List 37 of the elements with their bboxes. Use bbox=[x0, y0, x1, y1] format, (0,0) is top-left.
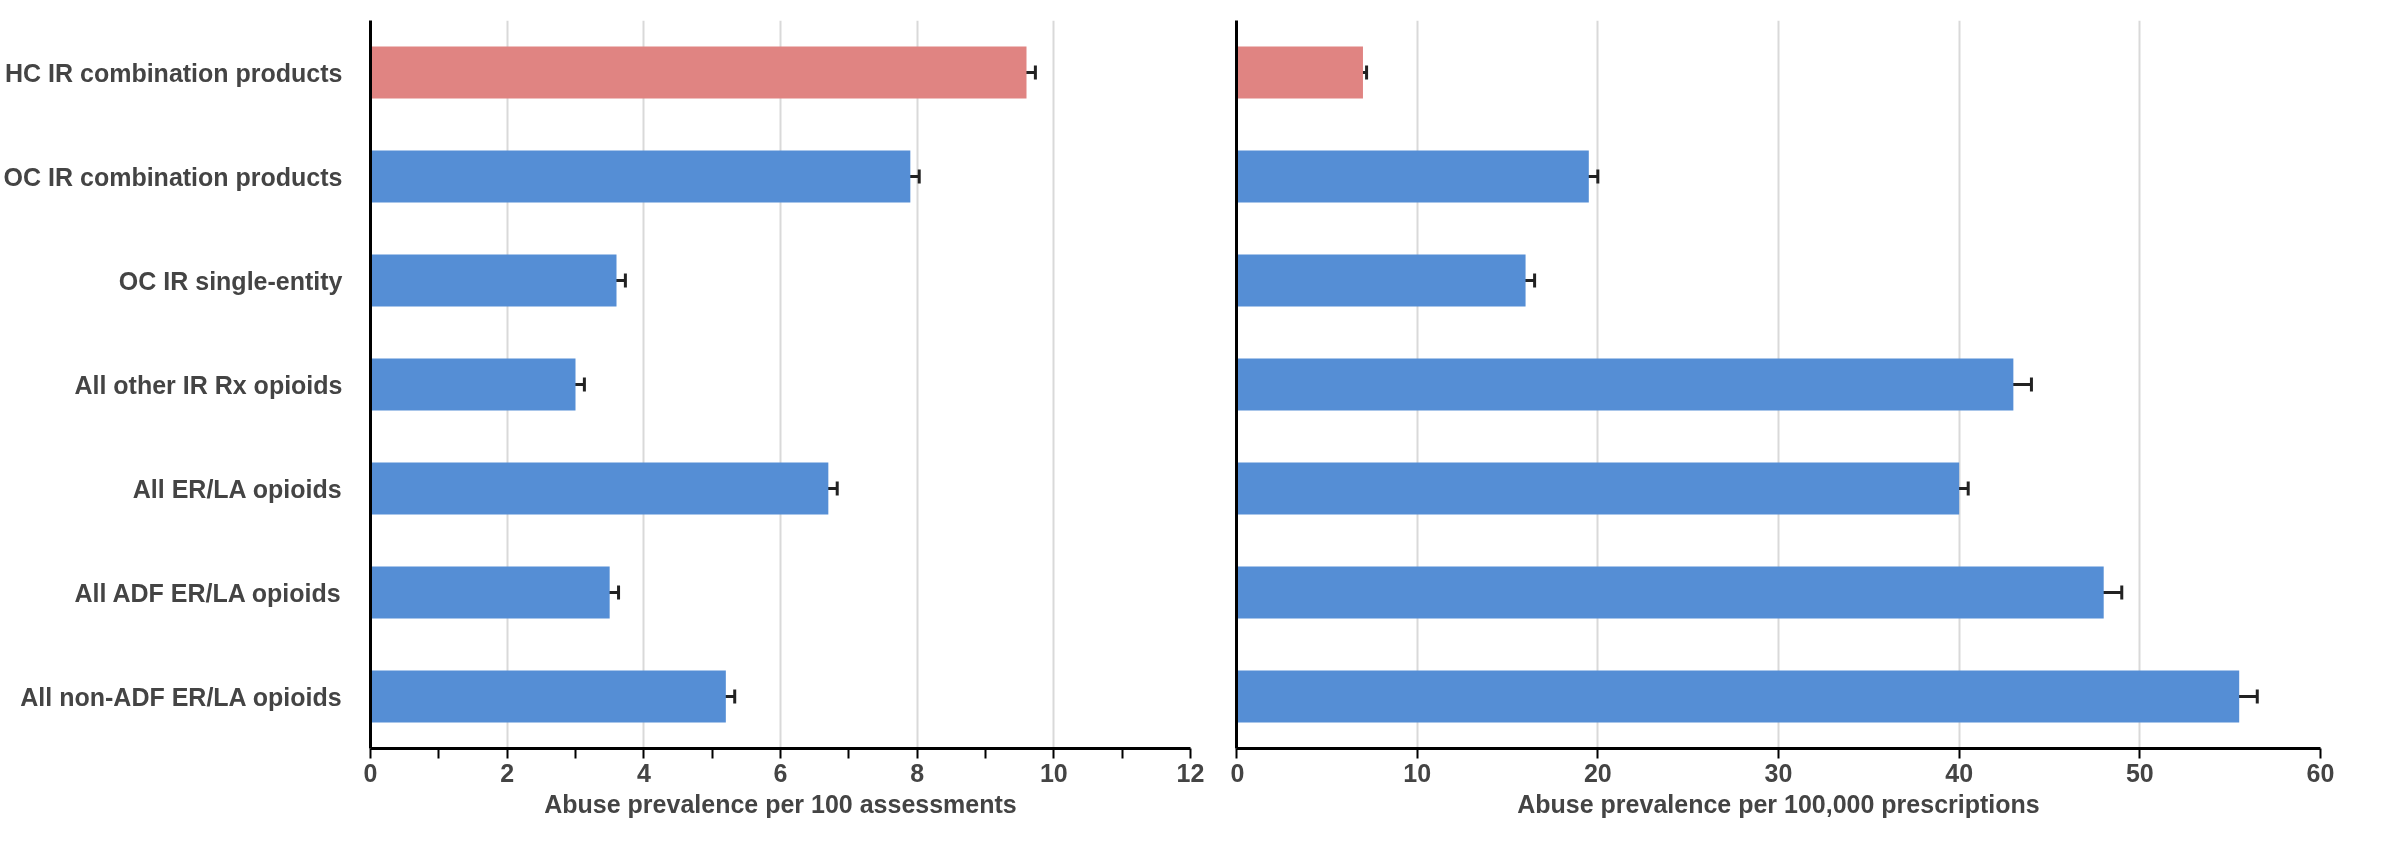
x-tick-label: 30 bbox=[1764, 758, 1793, 787]
bar bbox=[1236, 566, 2104, 619]
bar bbox=[1236, 670, 2240, 723]
y-tick-label: All non-ADF ER/LA opioids bbox=[20, 682, 342, 711]
x-tick-label: 6 bbox=[773, 758, 788, 787]
x-tick-label: 4 bbox=[636, 758, 651, 787]
x-tick-label: 40 bbox=[1945, 758, 1974, 787]
x-tick-label: 8 bbox=[910, 758, 925, 787]
x-axis-title: Abuse prevalence per 100,000 prescriptions bbox=[1517, 789, 2040, 818]
y-tick-label: All ER/LA opioids bbox=[132, 474, 342, 503]
x-axis-title: Abuse prevalence per 100 assessments bbox=[544, 789, 1017, 818]
bar bbox=[1236, 254, 1526, 307]
bar bbox=[370, 150, 911, 203]
x-tick-label: 50 bbox=[2125, 758, 2154, 787]
x-tick-label: 60 bbox=[2306, 758, 2335, 787]
y-tick-label: OC IR single-entity bbox=[118, 266, 343, 295]
bar bbox=[370, 254, 617, 307]
x-tick-label: 10 bbox=[1403, 758, 1432, 787]
bar bbox=[1236, 462, 1960, 515]
x-tick-label: 0 bbox=[363, 758, 378, 787]
x-tick-label: 12 bbox=[1176, 758, 1205, 787]
x-tick-label: 20 bbox=[1583, 758, 1612, 787]
y-tick-label: All ADF ER/LA opioids bbox=[74, 578, 341, 607]
bar bbox=[1236, 150, 1589, 203]
bar bbox=[1236, 358, 2014, 411]
y-tick-label: OC IR combination products bbox=[3, 162, 343, 191]
bar bbox=[1236, 46, 1363, 99]
x-tick-label: 2 bbox=[500, 758, 515, 787]
x-tick-label: 10 bbox=[1039, 758, 1068, 787]
y-tick-label: HC IR combination products bbox=[5, 58, 343, 87]
bar bbox=[370, 462, 829, 515]
x-tick-label: 0 bbox=[1230, 758, 1245, 787]
bar bbox=[370, 46, 1027, 99]
bar bbox=[370, 566, 610, 619]
bar bbox=[370, 358, 576, 411]
bar bbox=[370, 670, 726, 723]
y-tick-label: All other IR Rx opioids bbox=[74, 370, 343, 399]
